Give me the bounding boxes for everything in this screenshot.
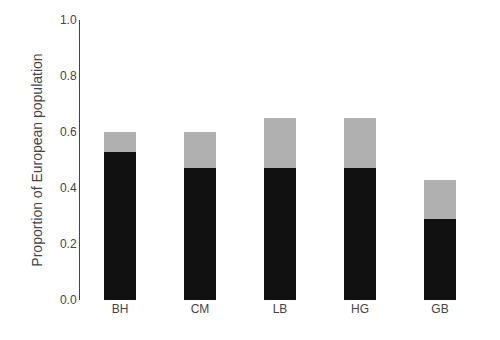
svg-text:0.0: 0.0	[60, 293, 77, 307]
svg-text:0.2: 0.2	[60, 237, 77, 251]
svg-text:LB: LB	[273, 302, 288, 316]
svg-text:GB: GB	[431, 302, 448, 316]
svg-text:BH: BH	[112, 302, 129, 316]
svg-text:HG: HG	[351, 302, 369, 316]
svg-text:CM: CM	[191, 302, 210, 316]
svg-text:1.0: 1.0	[60, 13, 77, 27]
svg-text:0.8: 0.8	[60, 69, 77, 83]
svg-text:Proportion of European populat: Proportion of European population	[29, 53, 45, 266]
svg-text:0.4: 0.4	[60, 181, 77, 195]
svg-text:0.6: 0.6	[60, 125, 77, 139]
